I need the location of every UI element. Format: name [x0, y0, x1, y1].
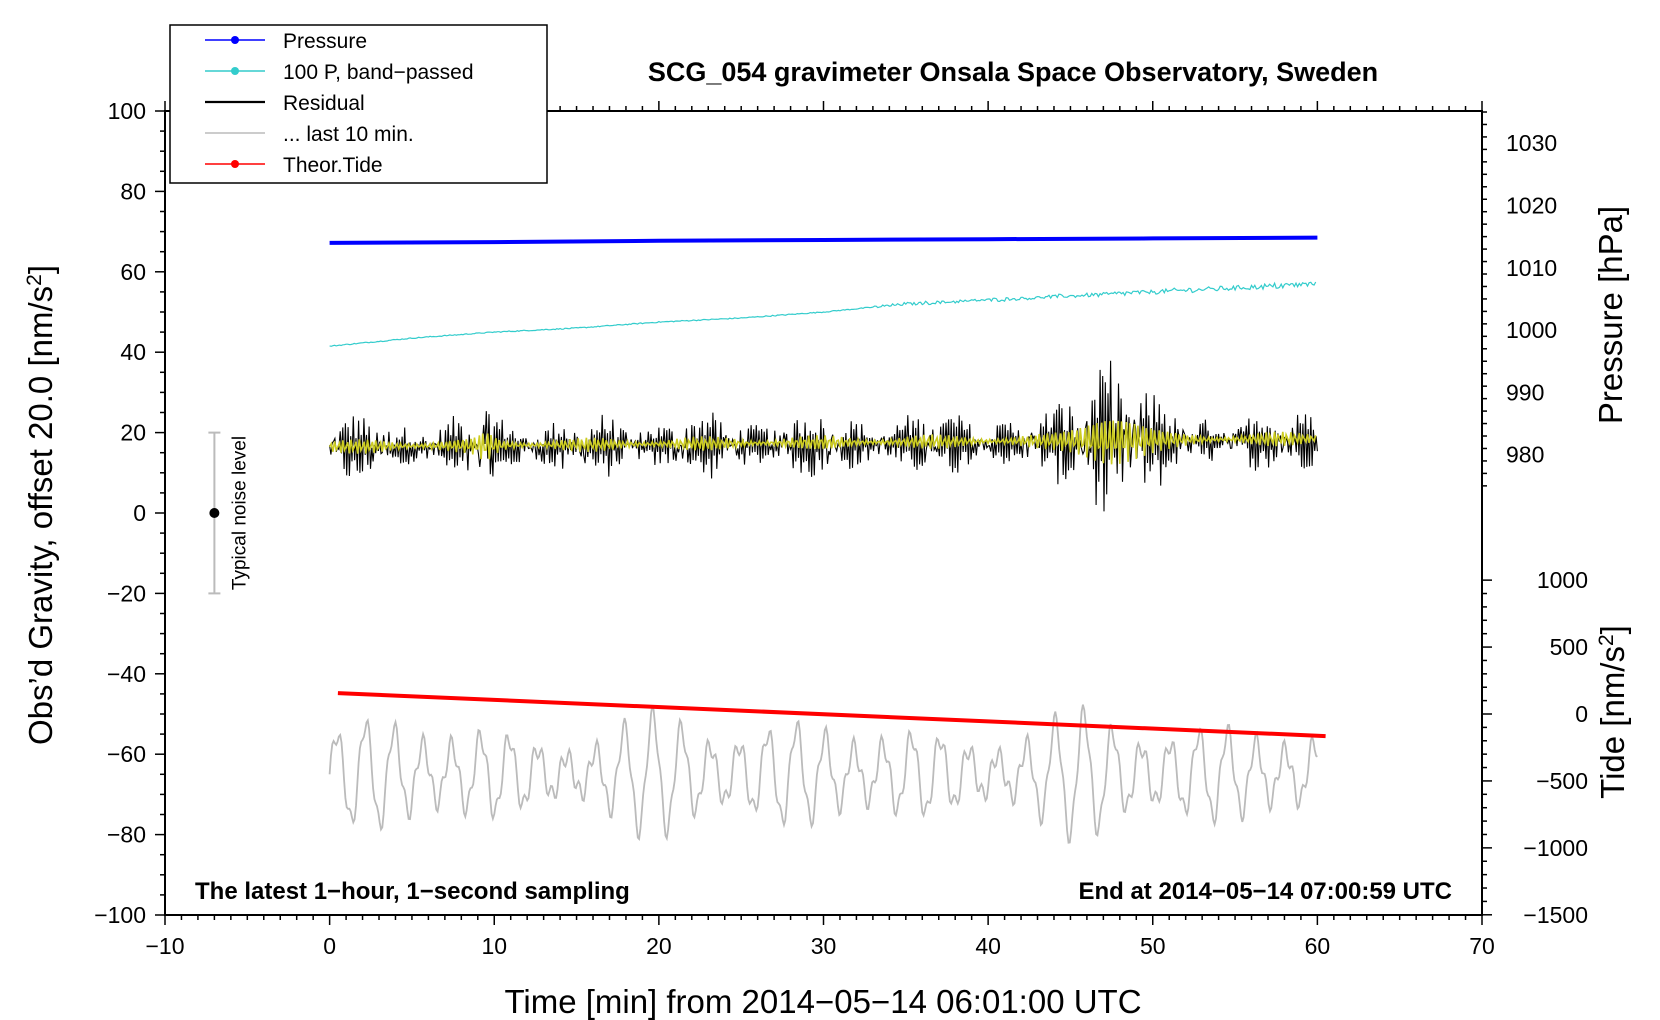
legend-marker: [231, 67, 239, 75]
end-time-note: End at 2014−05−14 07:00:59 UTC: [1078, 878, 1452, 905]
legend-label: ... last 10 min.: [283, 123, 414, 146]
x-axis-title: Time [min] from 2014−05−14 06:01:00 UTC: [504, 983, 1141, 1020]
plot-frame: [164, 110, 1483, 916]
legend-label: Residual: [283, 92, 365, 115]
tide-tick-label: −1000: [1523, 835, 1588, 861]
series-theoretical-tide: [337, 691, 1326, 739]
x-tick-label: 20: [646, 933, 672, 959]
y-tick-label: 80: [120, 178, 146, 204]
series-last-10-min: [328, 704, 1318, 844]
legend-marker: [231, 36, 239, 44]
legend-item: 100 P, band−passed: [205, 61, 474, 84]
tide-tick-label: 1000: [1537, 567, 1588, 593]
series-residual-filtered: [328, 420, 1317, 465]
legend-box: [169, 24, 548, 184]
legend-label: Pressure: [283, 30, 367, 53]
legend-item: ... last 10 min.: [205, 123, 414, 146]
legend-item: Pressure: [205, 30, 367, 53]
y-tick-label: 60: [120, 259, 146, 285]
sampling-note: The latest 1−hour, 1−second sampling: [195, 878, 630, 905]
x-tick-label: 10: [481, 933, 507, 959]
x-tick-label: −10: [145, 933, 184, 959]
series-layer: [328, 235, 1326, 844]
pressure-tick-label: 1020: [1506, 192, 1557, 218]
y-tick-label: 100: [108, 98, 146, 124]
y-tick-label: 0: [133, 500, 146, 526]
legend-item: Theor.Tide: [205, 154, 383, 177]
legend-label: 100 P, band−passed: [283, 61, 474, 84]
y-axis-title-left: Obs’d Gravity, offset 20.0 [nm/s2]: [22, 265, 59, 745]
pressure-tick-label: 980: [1506, 442, 1544, 468]
y-tick-label: −40: [107, 661, 146, 687]
series-residual: [329, 360, 1318, 512]
pressure-tick-label: 1030: [1506, 130, 1557, 156]
x-tick-label: 70: [1469, 933, 1495, 959]
x-tick-label: 0: [323, 933, 336, 959]
x-tick-label: 40: [975, 933, 1001, 959]
noise-bar-center-dot: [209, 508, 220, 518]
x-tick-label: 30: [811, 933, 837, 959]
series-pressure: [329, 235, 1318, 245]
legend-marker: [231, 160, 239, 168]
legend: Pressure 100 P, band−passed Residual ... la…: [169, 24, 548, 184]
tide-tick-label: −500: [1536, 768, 1588, 794]
chart-title: SCG_054 gravimeter Onsala Space Observat…: [648, 57, 1378, 87]
noise-level-indicator: Typical noise level: [208, 431, 250, 595]
y-axis-title-pressure: Pressure [hPa]: [1592, 206, 1629, 424]
y-tick-label: −100: [94, 902, 146, 928]
y-tick-label: −60: [107, 741, 146, 767]
y-tick-label: −80: [107, 822, 146, 848]
tick-layer: −10 0 10 20 30 40 50 60 70100806040200−20−40−60−…: [94, 98, 1588, 959]
tide-tick-label: 500: [1550, 634, 1588, 660]
x-tick-label: 60: [1305, 933, 1331, 959]
series-bandpassed-pressure: [329, 281, 1317, 347]
tide-tick-label: −1500: [1523, 902, 1588, 928]
y-tick-label: 40: [120, 339, 146, 365]
tide-tick-label: 0: [1575, 701, 1588, 727]
pressure-tick-label: 1000: [1506, 317, 1557, 343]
legend-item: Residual: [205, 92, 365, 115]
x-tick-label: 50: [1140, 933, 1166, 959]
y-tick-label: 20: [120, 420, 146, 446]
pressure-tick-label: 990: [1506, 379, 1544, 405]
y-tick-label: −20: [107, 580, 146, 606]
noise-level-label: Typical noise level: [229, 436, 250, 590]
pressure-tick-label: 1010: [1506, 255, 1557, 281]
y-axis-title-tide: Tide [nm/s2]: [1594, 625, 1631, 799]
legend-label: Theor.Tide: [283, 154, 383, 177]
